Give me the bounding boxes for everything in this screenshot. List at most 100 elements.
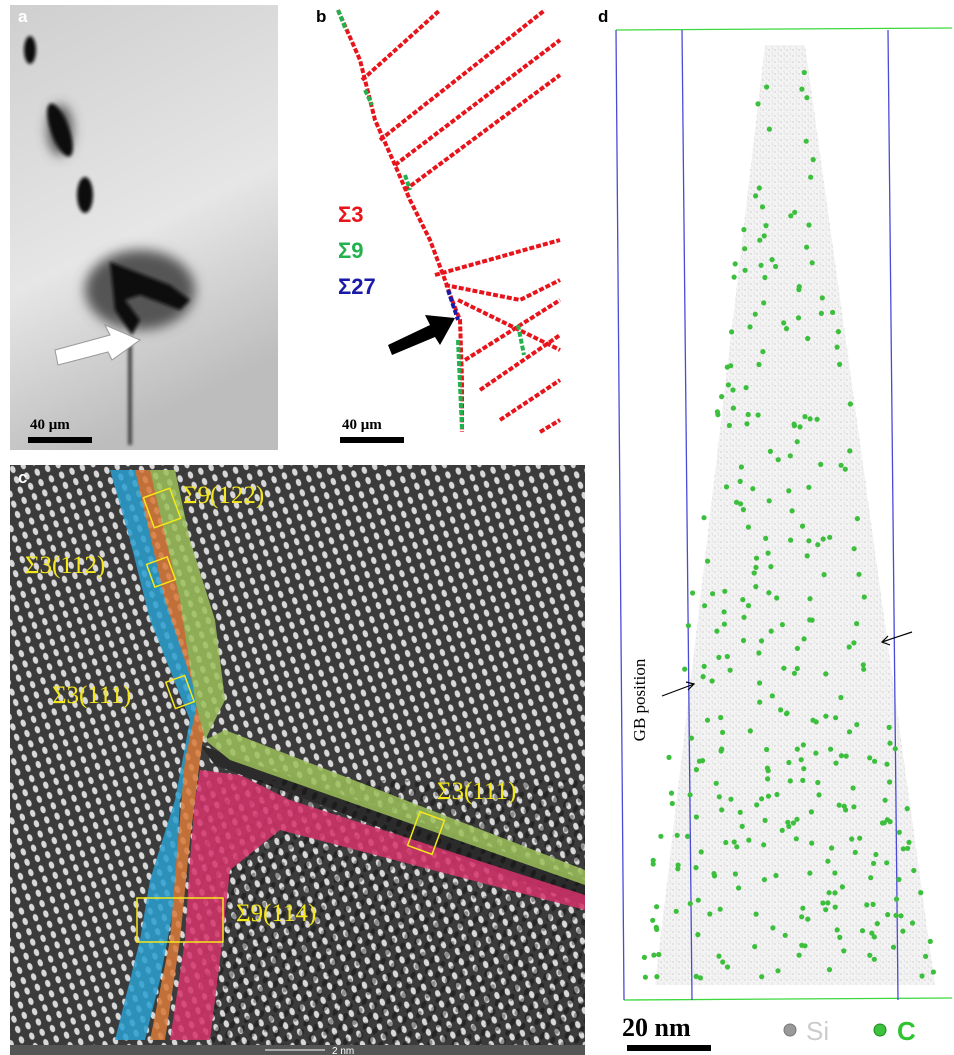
atom-dot [911, 868, 916, 873]
atom-dot [804, 95, 809, 100]
atom-dot [654, 925, 659, 930]
atom-dot [786, 760, 791, 765]
atom-dot [732, 275, 737, 280]
atom-dot [762, 275, 767, 280]
atom-dot [792, 671, 797, 676]
atom-dot [856, 572, 861, 577]
atom-dot [797, 424, 802, 429]
atom-dot [835, 927, 840, 932]
atom-dot [837, 803, 842, 808]
atom-dot [872, 759, 877, 764]
atom-dot [802, 414, 807, 419]
atom-dot [746, 412, 751, 417]
panel-label: d [598, 7, 608, 26]
scale-bar [627, 1045, 711, 1051]
legend-label: Si [806, 1016, 829, 1046]
atom-dot [842, 804, 847, 809]
atom-dot [832, 890, 837, 895]
atom-dot [675, 833, 680, 838]
atom-dot [732, 839, 737, 844]
atom-dot [769, 629, 774, 634]
atom-dot [723, 840, 728, 845]
atom-dot [656, 952, 661, 957]
atom-dot [809, 841, 814, 846]
atom-dot [795, 439, 800, 444]
atom-dot [853, 850, 858, 855]
atom-dot [773, 873, 778, 878]
atom-dot [730, 387, 735, 392]
atom-dot [733, 261, 738, 266]
atom-dot [728, 668, 733, 673]
atom-dot [833, 905, 838, 910]
atom-dot [746, 525, 751, 530]
atom-dot [770, 925, 775, 930]
atom-dot [882, 820, 887, 825]
atom-dot [835, 345, 840, 350]
atom-dot [719, 748, 724, 753]
atom-dot [838, 695, 843, 700]
atom-dot [669, 791, 674, 796]
atom-dot [799, 87, 804, 92]
atom-dot [778, 707, 783, 712]
atom-dot [893, 913, 898, 918]
atom-dot [725, 654, 730, 659]
atom-dot [728, 797, 733, 802]
atom-dot [743, 268, 748, 273]
atom-dot [797, 284, 802, 289]
atom-dot [685, 834, 690, 839]
atom-dot [875, 921, 880, 926]
figure: 40 μm a Σ3 Σ9 Σ27 [0, 0, 954, 1055]
atom-dot [720, 959, 725, 964]
atom-dot [689, 736, 694, 741]
legend-label: Σ9 [338, 238, 363, 263]
atom-dot [811, 157, 816, 162]
atom-dot [759, 796, 764, 801]
atom-dot [794, 817, 799, 822]
atom-dot [873, 852, 878, 857]
atom-dot [761, 300, 766, 305]
atom-dot [763, 818, 768, 823]
atom-dot [773, 264, 778, 269]
atom-dot [716, 655, 721, 660]
atom-dot [830, 310, 835, 315]
atom-dot [705, 559, 710, 564]
atom-dot [717, 794, 722, 799]
annotation: GB position [630, 658, 649, 741]
atom-dot [887, 741, 892, 746]
panel-a: 40 μm a [10, 5, 278, 450]
atom-dot [786, 488, 791, 493]
atom-dot [794, 836, 799, 841]
atom-dot [883, 798, 888, 803]
atom-dot [770, 257, 775, 262]
atom-dot [720, 730, 725, 735]
atom-dot [766, 794, 771, 799]
atom-dot [727, 423, 732, 428]
atom-dot [756, 412, 761, 417]
atom-dot [725, 365, 730, 370]
atom-dot [719, 807, 724, 812]
atom-dot [722, 589, 727, 594]
atom-dot [719, 394, 724, 399]
atom-dot [776, 457, 781, 462]
atom-dot [857, 836, 862, 841]
atom-dot [905, 846, 910, 851]
atom-dot [718, 907, 723, 912]
atom-dot [851, 640, 856, 645]
scale-label: 20 nm [622, 1013, 691, 1042]
atom-dot [827, 535, 832, 540]
atom-dot [807, 617, 812, 622]
atom-dot [786, 824, 791, 829]
atom-dot [894, 897, 899, 902]
atom-dot [810, 260, 815, 265]
atom-dot [725, 964, 730, 969]
panel-label: c [18, 468, 27, 487]
atom-dot [823, 671, 828, 676]
atom-dot [702, 603, 707, 608]
atom-dot [796, 315, 801, 320]
atom-dot [763, 223, 768, 228]
atom-dot [885, 912, 890, 917]
atom-dot [854, 621, 859, 626]
annotation: Σ3(111) [52, 682, 131, 709]
atom-dot [801, 742, 806, 747]
atom-dot [690, 590, 695, 595]
